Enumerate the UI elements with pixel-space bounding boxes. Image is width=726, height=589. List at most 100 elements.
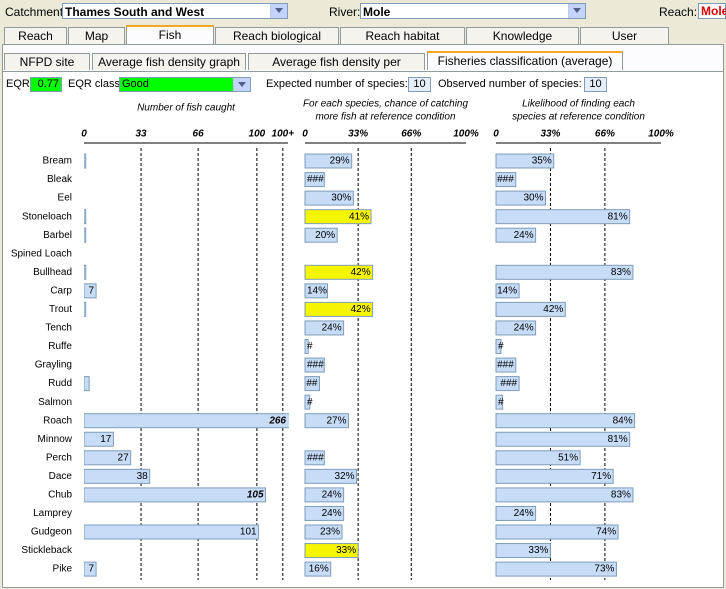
value-label: 42% [351, 304, 371, 315]
bar [304, 190, 354, 206]
species-label: Stickleback [21, 545, 73, 556]
x-tick-label: 0 [81, 129, 87, 140]
species-label: Minnow [38, 434, 73, 445]
bar [495, 487, 634, 503]
bar [84, 283, 97, 299]
value-label: 101 [240, 527, 257, 538]
species-label: Trout [49, 304, 72, 315]
value-label: 17 [100, 434, 112, 445]
value-label: 27 [118, 452, 130, 463]
bar [495, 505, 537, 521]
bar [304, 450, 325, 466]
x-tick-label: 33 [135, 129, 147, 140]
species-label: Spined Loach [11, 248, 72, 259]
bar [304, 376, 320, 392]
value-label: 14% [497, 285, 517, 296]
value-label: # [307, 341, 313, 352]
bar [495, 264, 634, 280]
bar [495, 301, 566, 317]
value-label: 42% [543, 304, 563, 315]
subtab[interactable]: Average fish density graph [92, 53, 246, 70]
value-label: 20% [315, 230, 335, 241]
bars [495, 153, 636, 577]
river-select[interactable]: Mole [360, 3, 586, 19]
bar [84, 301, 87, 317]
bar [495, 320, 537, 336]
eqr-value: 0.77 [30, 77, 62, 92]
bar [304, 487, 345, 503]
bar [495, 543, 551, 559]
x-tick-label: 33% [348, 129, 368, 140]
x-tick-label: 66% [595, 129, 615, 140]
value-label: 24% [514, 230, 534, 241]
bar [304, 561, 332, 577]
dropdown[interactable] [233, 78, 250, 91]
chart-title: Number of fish caught [137, 103, 236, 114]
value-label: 51% [558, 452, 578, 463]
value-label: 38 [137, 471, 149, 482]
x-tick-label: 33% [540, 129, 560, 140]
value-label: 41% [349, 211, 369, 222]
reach-field[interactable]: Mole3 [698, 3, 726, 19]
value-label: 14% [307, 285, 327, 296]
species-label: Tench [45, 323, 72, 334]
bar [495, 339, 502, 354]
bar [495, 357, 517, 373]
bar [495, 394, 504, 410]
bar [304, 413, 349, 429]
bar [495, 450, 581, 466]
value-label: 23% [320, 527, 340, 538]
value: Mole [363, 5, 391, 19]
bar [495, 190, 546, 206]
subtab[interactable]: Fisheries classification (average) [427, 51, 623, 70]
bar [495, 413, 636, 429]
bar [304, 153, 353, 169]
catchment-select[interactable]: Thames South and West [62, 3, 288, 19]
value-label: ### [500, 378, 517, 389]
subtab[interactable]: Average fish density per survey [248, 53, 425, 86]
chart-title: species at reference condition [512, 112, 645, 123]
dropdown[interactable] [270, 4, 287, 18]
value-label: ### [307, 174, 324, 185]
x-tick-label: 100% [648, 129, 674, 140]
species-label: Pike [53, 564, 73, 575]
value-label: 105 [247, 490, 264, 501]
value-label: 84% [613, 415, 633, 426]
species-label: Carp [50, 285, 72, 296]
value-label: 30% [523, 193, 543, 204]
x-tick-label: 66 [193, 129, 205, 140]
value-label: 24% [514, 323, 534, 334]
value-label: 24% [322, 323, 342, 334]
bar [304, 339, 309, 354]
x-tick-label: 0 [493, 129, 499, 140]
label: Observed number of species: [438, 78, 582, 90]
species-label: Gudgeon [31, 527, 72, 538]
bar [495, 209, 631, 225]
value-label: ### [497, 174, 514, 185]
bar [84, 153, 87, 169]
value-label: 33% [528, 545, 548, 556]
value-label: 33% [336, 545, 356, 556]
x-tick-label: 100+ [272, 129, 295, 140]
eqr-class-select[interactable]: Good [119, 77, 251, 92]
bar [495, 524, 619, 540]
value-label: 81% [608, 211, 628, 222]
bar [495, 561, 617, 577]
value-label: 73% [594, 564, 614, 575]
x-tick-label: 100% [453, 129, 479, 140]
bar [304, 301, 374, 317]
bar [304, 209, 372, 225]
bar [304, 357, 325, 373]
value-label: 30% [331, 193, 351, 204]
species-label: Rudd [48, 378, 72, 389]
value-label: 24% [322, 508, 342, 519]
value-label: 81% [608, 434, 628, 445]
dropdown[interactable] [568, 4, 585, 18]
bar [304, 468, 358, 484]
bar [84, 524, 260, 540]
bar [495, 227, 537, 243]
bar [304, 394, 311, 410]
value-label: ## [306, 378, 318, 389]
species-label: Bream [43, 156, 72, 167]
